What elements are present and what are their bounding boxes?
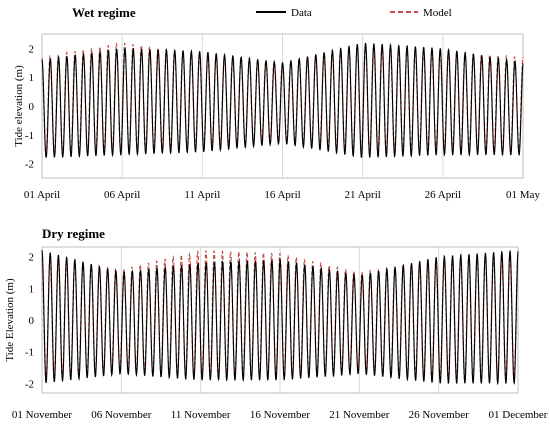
dry-y-tick-label: 2	[29, 252, 35, 264]
dry-series-data-line	[41, 250, 519, 386]
wet-y-tick-label: -2	[25, 159, 34, 171]
dry-regime-chart: Dry regime Tide Elevation (m) -2 -1 0 1 2 01…	[4, 226, 548, 421]
wet-x-tick-label: 26 April	[425, 189, 461, 201]
legend-data-label: Data	[291, 7, 312, 19]
dry-y-tick-label: 0	[29, 315, 35, 327]
wet-x-ticks: 01 April 06 April 11 April 16 April 21 April…	[24, 189, 541, 201]
dry-chart-title: Dry regime	[42, 226, 105, 241]
wet-y-tick-label: 1	[29, 72, 35, 84]
wet-y-tick-label: 2	[29, 43, 35, 55]
wet-x-tick-label: 16 April	[264, 189, 300, 201]
dry-y-axis-label: Tide Elevation (m)	[4, 278, 16, 362]
dry-plot-frame	[41, 246, 519, 394]
wet-regime-chart: Wet regime Data Model Tide elevation (m)…	[13, 5, 540, 201]
wet-chart-title: Wet regime	[72, 5, 136, 20]
dry-y-tick-label: 1	[29, 283, 35, 295]
wet-y-tick-label: 0	[29, 101, 35, 113]
wet-series-data-line	[41, 42, 524, 159]
dry-x-tick-label: 01 December	[489, 409, 548, 421]
dry-series	[41, 249, 519, 386]
dry-y-tick-label: -1	[25, 347, 34, 359]
wet-x-tick-label: 01 May	[506, 189, 540, 201]
dry-x-tick-label: 16 November	[250, 409, 311, 421]
dry-x-tick-label: 11 November	[171, 409, 231, 421]
wet-y-axis-label: Tide elevation (m)	[13, 65, 25, 147]
wet-y-ticks: -2 -1 0 1 2	[25, 43, 35, 170]
wet-y-tick-label: -1	[25, 130, 34, 142]
wet-x-tick-label: 06 April	[104, 189, 140, 201]
legend: Data Model	[256, 7, 452, 19]
dry-x-tick-label: 21 November	[329, 409, 390, 421]
dry-y-tick-label: -2	[25, 378, 34, 390]
wet-x-tick-label: 21 April	[344, 189, 380, 201]
dry-x-ticks: 01 November 06 November 11 November 16 Nove…	[12, 409, 548, 421]
legend-model-label: Model	[423, 7, 452, 19]
dry-x-tick-label: 01 November	[12, 409, 73, 421]
dry-y-ticks: -2 -1 0 1 2	[25, 252, 35, 391]
wet-x-tick-label: 11 April	[184, 189, 220, 201]
dry-x-tick-label: 26 November	[409, 409, 470, 421]
wet-series	[41, 42, 524, 159]
wet-x-tick-label: 01 April	[24, 189, 60, 201]
dry-x-tick-label: 06 November	[91, 409, 152, 421]
wet-plot-frame	[41, 33, 524, 179]
